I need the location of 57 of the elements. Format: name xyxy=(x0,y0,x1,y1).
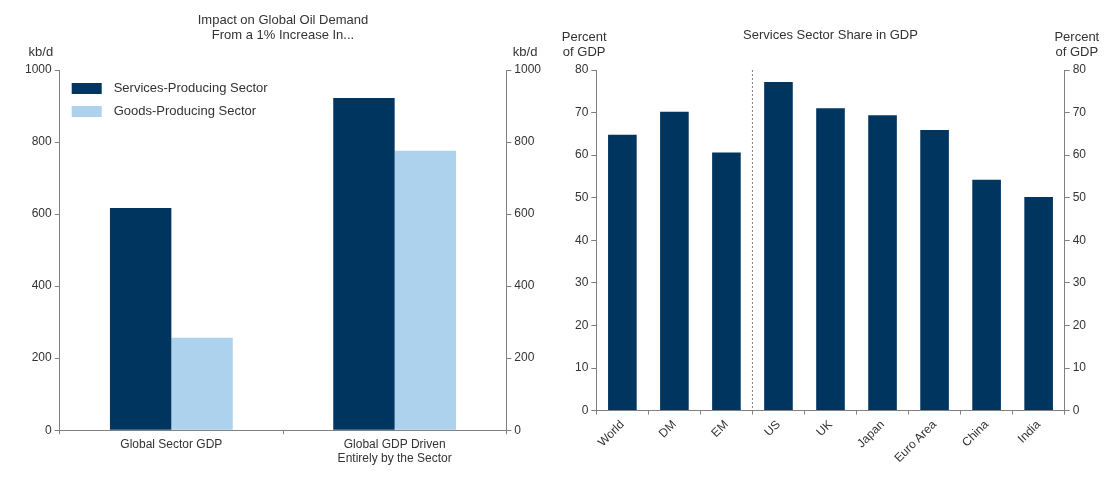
y-axis-title: kb/d xyxy=(28,44,54,59)
y2-tick-label: 0 xyxy=(1072,402,1080,417)
bar xyxy=(868,115,897,411)
y2-tick-label: 10 xyxy=(1072,360,1087,375)
x-tick-label: UK xyxy=(813,417,835,439)
x-tick-label: Global GDP Driven Entirely by the Sector xyxy=(337,436,452,466)
y2-tick-label: 0 xyxy=(514,422,522,437)
y2-tick-label: 200 xyxy=(514,350,535,365)
y2-tick-label: 400 xyxy=(514,278,535,293)
y2-tick-label: 40 xyxy=(1072,232,1087,247)
chart-title: Impact on Global Oil Demand From a 1% Increase In... xyxy=(197,12,369,42)
y-tick-label: 1000 xyxy=(24,62,53,77)
y2-tick-label: 70 xyxy=(1072,104,1087,119)
y2-axis-title: Percent of GDP xyxy=(1054,29,1100,59)
bar xyxy=(109,207,172,430)
bar xyxy=(394,150,457,430)
bar xyxy=(764,81,793,411)
x-tick-label: DM xyxy=(655,417,679,441)
y-tick-label: 80 xyxy=(574,62,589,77)
y-tick-label: 600 xyxy=(31,206,53,221)
y2-tick-label: 20 xyxy=(1072,317,1087,332)
x-tick-label: EM xyxy=(708,417,731,440)
bar xyxy=(1024,196,1053,411)
y2-tick-label: 60 xyxy=(1072,147,1087,162)
bar xyxy=(171,337,233,430)
legend-label: Goods-Producing Sector xyxy=(113,102,257,118)
bar xyxy=(712,152,741,411)
y-tick-label: 200 xyxy=(31,350,53,365)
y-tick-label: 400 xyxy=(31,278,53,293)
x-tick-label: US xyxy=(761,417,783,439)
bar xyxy=(816,108,845,411)
y-tick-label: 40 xyxy=(574,232,589,247)
y2-tick-label: 1000 xyxy=(514,62,542,77)
x-tick-label: Global Sector GDP xyxy=(120,436,223,451)
y2-tick-label: 800 xyxy=(514,134,535,149)
y-tick-label: 20 xyxy=(574,317,589,332)
bar xyxy=(972,179,1001,411)
y2-tick-label: 50 xyxy=(1072,190,1087,205)
y-tick-label: 800 xyxy=(31,134,53,149)
chart-title: Services Sector Share in GDP xyxy=(743,27,918,42)
bar xyxy=(660,111,689,411)
y-tick-label: 0 xyxy=(581,402,589,417)
y-tick-label: 60 xyxy=(574,147,589,162)
y2-axis-title: kb/d xyxy=(512,44,538,59)
y2-tick-label: 600 xyxy=(514,206,535,221)
bar xyxy=(333,98,395,430)
bar xyxy=(608,134,637,411)
y-tick-label: 50 xyxy=(574,190,589,205)
y2-tick-label: 30 xyxy=(1072,275,1087,290)
legend-label: Services-Producing Sector xyxy=(113,79,269,95)
y-axis-title: Percent of GDP xyxy=(561,29,607,59)
y-tick-label: 30 xyxy=(574,275,589,290)
y-tick-label: 0 xyxy=(45,422,53,437)
y-tick-label: 10 xyxy=(574,360,589,375)
y-tick-label: 70 xyxy=(574,104,589,119)
bar xyxy=(920,130,949,411)
y2-tick-label: 80 xyxy=(1072,62,1087,77)
